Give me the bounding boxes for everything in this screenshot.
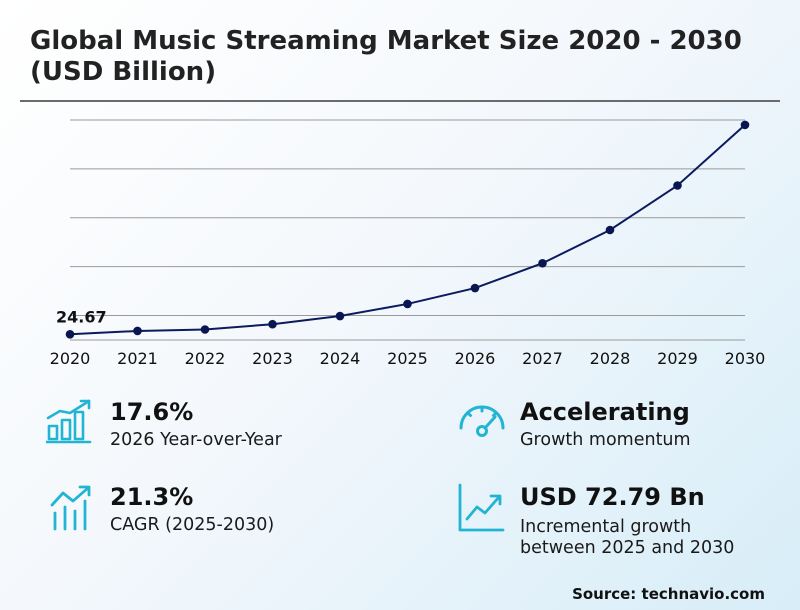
data-point-2025 <box>403 299 412 309</box>
stat-cagr-value: 21.3% <box>110 483 194 511</box>
data-point-2029 <box>673 181 682 190</box>
source-note: Source: technavio.com <box>572 585 765 603</box>
stat-momentum-value: Accelerating <box>520 398 690 426</box>
stat-momentum-label: Growth momentum <box>520 430 691 450</box>
x-tick-label-2028: 2028 <box>590 349 631 368</box>
x-tick-label-2030: 2030 <box>725 349 766 368</box>
x-tick-label-2027: 2027 <box>522 349 563 368</box>
data-point-2028 <box>605 225 615 235</box>
stat-incremental-label-line1: Incremental growth <box>520 517 692 537</box>
data-point-2022 <box>200 325 210 334</box>
trend-bars-icon <box>50 485 91 531</box>
data-point-2021 <box>133 326 142 336</box>
data-point-2023 <box>268 319 277 329</box>
x-tick-label-2020: 2020 <box>50 349 91 368</box>
stat-yoy: 17.6% 2026 Year-over-Year <box>46 398 346 458</box>
rising-line-chart-icon <box>458 483 505 532</box>
bar-chart-growth-icon <box>46 399 92 444</box>
chart-title: Global Music Streaming Market Size 2020 … <box>30 26 742 87</box>
x-tick-label-2022: 2022 <box>185 349 226 368</box>
stat-incremental-label-line2: between 2025 and 2030 <box>520 538 735 558</box>
gauge-icon <box>459 405 505 437</box>
data-label-2020: 24.67 <box>56 307 107 326</box>
title-divider <box>20 100 780 102</box>
stat-yoy-value: 17.6% <box>110 398 194 426</box>
x-tick-label-2024: 2024 <box>320 349 361 368</box>
x-tick-label-2029: 2029 <box>657 349 698 368</box>
data-point-2027 <box>538 258 547 268</box>
x-tick-label-2021: 2021 <box>117 349 158 368</box>
stat-cagr: 21.3% CAGR (2025-2030) <box>46 483 346 543</box>
x-tick-label-2023: 2023 <box>252 349 293 368</box>
stat-momentum: Accelerating Growth momentum <box>457 398 777 458</box>
data-point-2030 <box>740 120 750 130</box>
x-tick-label-2026: 2026 <box>455 349 496 368</box>
stat-yoy-label: 2026 Year-over-Year <box>110 430 282 450</box>
stat-incremental: USD 72.79 Bn Incremental growth between … <box>457 483 777 563</box>
line-chart: 2020 2021 2022 2023 2024 2025 2026 2027 2028 2029… <box>50 119 766 368</box>
x-tick-label-2025: 2025 <box>387 349 428 368</box>
data-point-2026 <box>470 283 480 293</box>
stat-incremental-value: USD 72.79 Bn <box>520 483 705 511</box>
data-point-2020 <box>65 329 75 339</box>
data-point-2024 <box>335 311 345 321</box>
stat-cagr-label: CAGR (2025-2030) <box>110 515 275 535</box>
